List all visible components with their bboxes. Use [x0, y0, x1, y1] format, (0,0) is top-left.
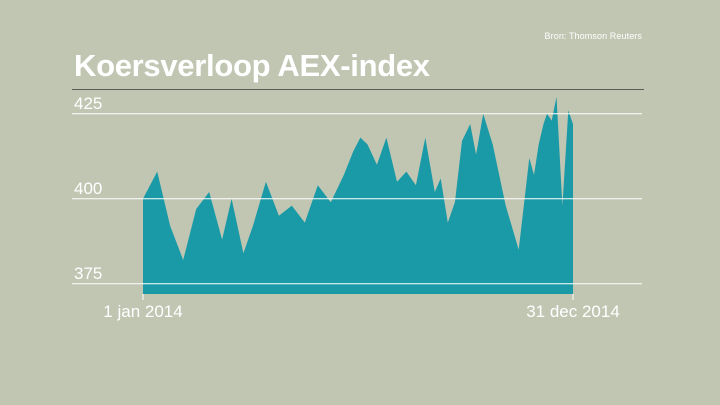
y-tick-label: 400: [74, 179, 102, 198]
area-series: [143, 96, 573, 294]
y-tick-label: 375: [74, 264, 102, 283]
chart-title: Koersverloop AEX-index: [74, 48, 430, 83]
x-tick-label: 1 jan 2014: [103, 302, 182, 321]
title-divider: [72, 89, 644, 90]
x-tick-label: 31 dec 2014: [526, 302, 620, 321]
y-tick-label: 425: [74, 94, 102, 113]
source-credit: Bron: Thomson Reuters: [544, 31, 642, 41]
